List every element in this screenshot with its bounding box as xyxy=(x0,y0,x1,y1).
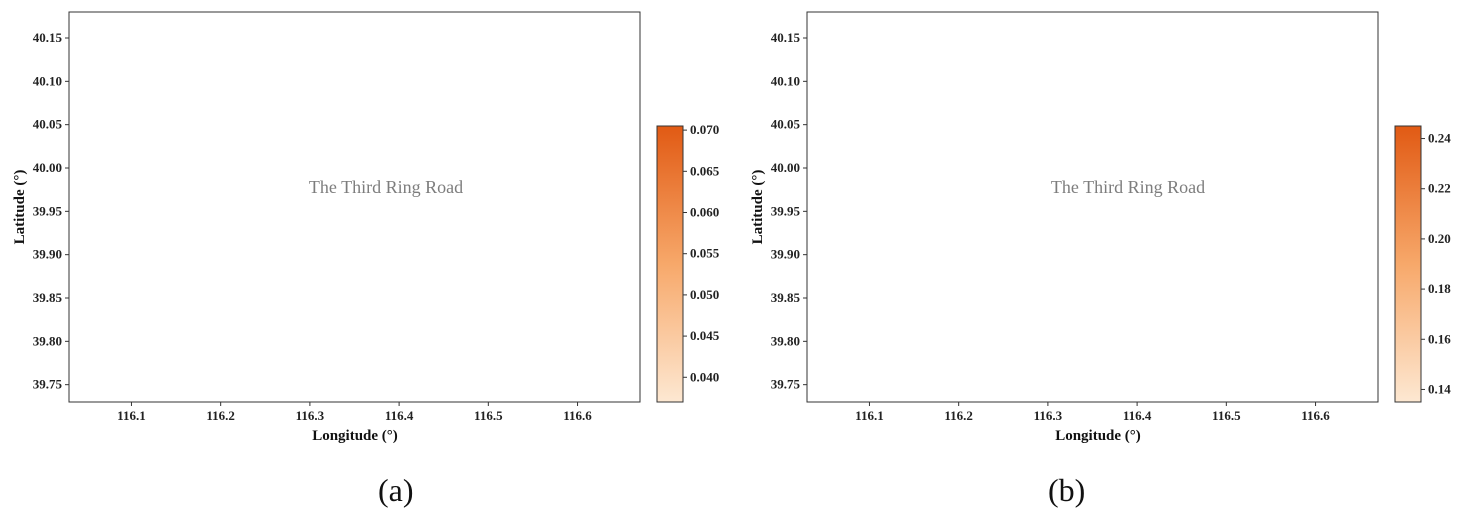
map-chart-a: 116.1 116.2 116.3 116.4 116.5 116.6 40.15 40.10… xyxy=(12,11,720,444)
colorbar-tick-label: 0.24 xyxy=(1428,131,1451,146)
y-tick-label: 40.10 xyxy=(33,73,62,88)
colorbar-tick-label: 0.045 xyxy=(690,328,720,343)
axes: 116.1 116.2 116.3 116.4 116.5 116.6 40.15 40.10… xyxy=(771,11,1379,423)
x-tick-label: 116.2 xyxy=(944,408,973,423)
panel-caption: (a) xyxy=(378,472,414,508)
y-tick-label: 40.05 xyxy=(33,117,63,132)
colorbar-tick-label: 0.18 xyxy=(1428,281,1451,296)
x-tick-label: 116.6 xyxy=(563,408,592,423)
third-ring-road-label: The Third Ring Road xyxy=(1051,177,1205,197)
y-tick-label: 39.75 xyxy=(771,377,801,392)
colorbar-tick-label: 0.22 xyxy=(1428,181,1451,196)
panel-caption: (b) xyxy=(1048,472,1086,508)
panel-b: 116.1 116.2 116.3 116.4 116.5 116.6 40.15 40.10… xyxy=(738,0,1475,521)
y-tick-label: 40.15 xyxy=(771,30,801,45)
x-axis-title: Longitude (°) xyxy=(312,428,398,444)
colorbar-tick-label: 0.050 xyxy=(690,287,719,302)
y-tick-label: 39.80 xyxy=(771,333,800,348)
y-tick-label: 39.95 xyxy=(771,203,801,218)
colorbar-tick-label: 0.14 xyxy=(1428,381,1451,396)
y-tick-label: 40.05 xyxy=(771,117,801,132)
colorbar-tick-label: 0.055 xyxy=(690,246,720,261)
x-axis-title: Longitude (°) xyxy=(1055,428,1141,444)
map-chart-b: 116.1 116.2 116.3 116.4 116.5 116.6 40.15 40.10… xyxy=(750,11,1451,444)
x-tick-label: 116.1 xyxy=(117,408,146,423)
y-tick-label: 39.85 xyxy=(771,290,801,305)
plot-frame xyxy=(68,11,641,403)
y-tick-label: 40.00 xyxy=(33,160,62,175)
y-tick-label: 39.90 xyxy=(771,247,800,262)
x-tick-label: 116.5 xyxy=(474,408,503,423)
x-tick-label: 116.1 xyxy=(855,408,884,423)
y-tick-label: 39.80 xyxy=(33,333,62,348)
y-tick-label: 40.00 xyxy=(771,160,800,175)
panel-a: 116.1 116.2 116.3 116.4 116.5 116.6 40.15 40.10… xyxy=(0,0,737,521)
colorbar-gradient xyxy=(1394,125,1422,403)
x-tick-label: 116.2 xyxy=(206,408,235,423)
third-ring-road-label: The Third Ring Road xyxy=(309,177,463,197)
y-tick-label: 39.75 xyxy=(33,377,63,392)
colorbar: 0.040 0.045 0.050 0.055 0.060 0.065 0.070 xyxy=(656,122,720,403)
y-tick-label: 39.95 xyxy=(33,203,63,218)
y-tick-label: 39.90 xyxy=(33,247,62,262)
colorbar-tick-label: 0.065 xyxy=(690,163,720,178)
x-tick-label: 116.4 xyxy=(385,408,414,423)
colorbar-tick-label: 0.060 xyxy=(690,205,719,220)
y-tick-label: 40.10 xyxy=(771,73,800,88)
y-tick-label: 40.15 xyxy=(33,30,63,45)
colorbar-tick-label: 0.040 xyxy=(690,369,719,384)
x-tick-label: 116.4 xyxy=(1123,408,1152,423)
plot-frame xyxy=(806,11,1379,403)
y-axis-title: Latitude (°) xyxy=(12,170,28,245)
colorbar-gradient xyxy=(656,125,684,403)
y-axis-title: Latitude (°) xyxy=(750,170,766,245)
x-tick-label: 116.3 xyxy=(1034,408,1063,423)
x-tick-label: 116.5 xyxy=(1212,408,1241,423)
x-tick-label: 116.3 xyxy=(296,408,325,423)
x-tick-label: 116.6 xyxy=(1301,408,1330,423)
axes: 116.1 116.2 116.3 116.4 116.5 116.6 40.15 40.10… xyxy=(33,11,641,423)
colorbar: 0.14 0.16 0.18 0.20 0.22 0.24 xyxy=(1394,125,1451,403)
colorbar-tick-label: 0.16 xyxy=(1428,331,1451,346)
y-tick-label: 39.85 xyxy=(33,290,63,305)
colorbar-tick-label: 0.070 xyxy=(690,122,719,137)
colorbar-tick-label: 0.20 xyxy=(1428,231,1451,246)
